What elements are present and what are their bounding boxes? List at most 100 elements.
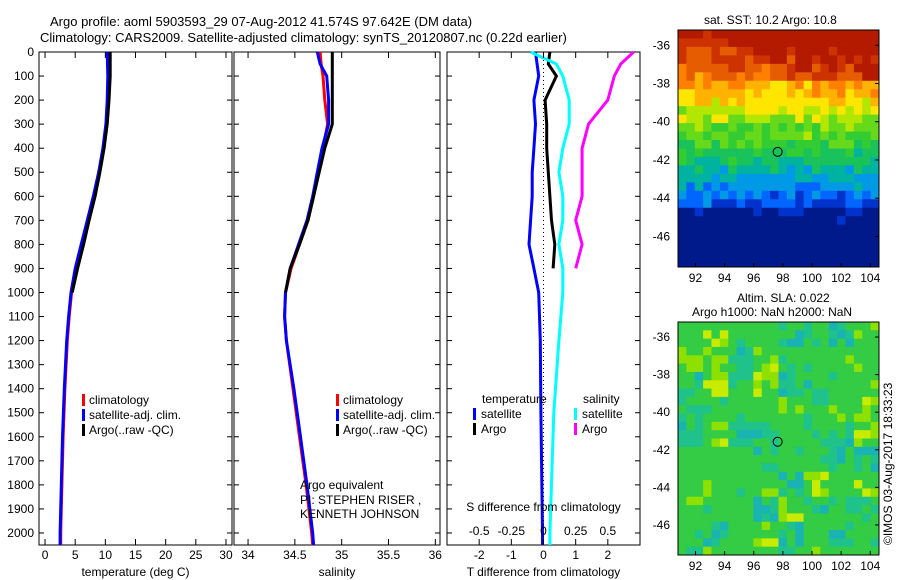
map-cell: [828, 455, 838, 464]
map-cell: [711, 80, 721, 90]
map-cell: [795, 480, 805, 489]
map-cell: [694, 355, 704, 365]
map-cell: [828, 371, 838, 381]
map-cell: [845, 463, 855, 473]
map-cell: [694, 258, 704, 268]
map-cell: [686, 355, 696, 365]
map-cell: [703, 430, 712, 439]
salinity-series-1: [283, 51, 331, 546]
map-cell: [761, 530, 771, 539]
map-cell: [820, 148, 830, 158]
map-cell: [820, 455, 830, 464]
map-cell: [820, 72, 830, 82]
map-cell: [686, 30, 696, 39]
map-cell: [770, 405, 779, 415]
map-cell: [812, 513, 821, 523]
map-cell: [728, 446, 738, 456]
map-cell: [728, 480, 738, 489]
map-cell: [678, 471, 687, 481]
map-cell: [736, 190, 746, 200]
map-cell: [870, 505, 880, 514]
map-cell: [753, 513, 763, 523]
map-cell: [736, 123, 746, 133]
sst_map-x-tick-label: 98: [776, 271, 790, 285]
map-cell: [761, 438, 771, 448]
map-cell: [719, 538, 729, 548]
map-cell: [795, 241, 805, 251]
map-cell: [703, 63, 712, 73]
map-cell: [778, 338, 788, 348]
map-cell: [786, 55, 796, 65]
map-cell: [778, 346, 788, 356]
map-cell: [686, 182, 696, 192]
map-cell: [703, 207, 712, 217]
map-cell: [845, 330, 855, 340]
map-cell: [728, 190, 738, 200]
map-cell: [678, 156, 687, 166]
map-cell: [812, 165, 821, 175]
map-cell: [719, 106, 729, 116]
map-cell: [803, 106, 813, 116]
map-cell: [778, 488, 788, 498]
argo-location-marker: [772, 436, 783, 447]
map-cell: [694, 480, 704, 489]
depth-tick-label: 1500: [7, 406, 34, 420]
map-cell: [778, 55, 788, 65]
map-cell: [786, 165, 796, 175]
map-cell: [812, 322, 821, 331]
map-cell: [686, 63, 696, 73]
sla_map-y-tick-label: -46: [653, 518, 671, 532]
map-cell: [837, 182, 846, 192]
map-cell: [694, 241, 704, 251]
map-cell: [711, 106, 721, 116]
map-cell: [778, 173, 788, 183]
map-cell: [761, 46, 771, 56]
map-cell: [711, 430, 721, 439]
map-cell: [812, 388, 821, 398]
map-cell: [778, 140, 788, 149]
map-cell: [837, 46, 846, 56]
map-cell: [803, 63, 813, 73]
map-cell: [753, 148, 763, 158]
map-cell: [778, 250, 788, 260]
map-cell: [703, 165, 712, 175]
map-cell: [853, 530, 863, 539]
map-cell: [753, 140, 763, 149]
map-cell: [770, 480, 779, 489]
map-cell: [845, 421, 855, 431]
map-cell: [686, 430, 696, 439]
map-cell: [694, 80, 704, 90]
map-cell: [778, 380, 788, 390]
map-cell: [803, 438, 813, 448]
map-cell: [862, 363, 872, 373]
map-cell: [703, 258, 712, 268]
map-cell: [711, 546, 721, 556]
map-cell: [719, 338, 729, 348]
legend-swatch: [82, 394, 85, 406]
map-cell: [812, 224, 821, 234]
map-cell: [795, 30, 805, 39]
map-cell: [803, 471, 813, 481]
map-cell: [703, 156, 712, 166]
map-cell: [795, 371, 805, 381]
map-cell: [795, 413, 805, 423]
map-cell: [845, 106, 855, 116]
map-cell: [828, 330, 838, 340]
salinity-x-tick-label: 34.5: [283, 548, 307, 562]
difference-x-label: T difference from climatology: [467, 565, 621, 579]
map-cell: [711, 388, 721, 398]
map-cell: [736, 140, 746, 149]
map-cell: [786, 156, 796, 166]
map-cell: [761, 30, 771, 39]
map-cell: [770, 241, 779, 251]
map-cell: [728, 471, 738, 481]
depth-tick-label: 1200: [7, 334, 34, 348]
map-cell: [795, 380, 805, 390]
map-cell: [745, 388, 754, 398]
map-cell: [736, 30, 746, 39]
depth-tick-label: 300: [14, 117, 34, 131]
map-cell: [778, 496, 788, 506]
map-cell: [845, 89, 855, 99]
map-cell: [761, 72, 771, 82]
map-cell: [745, 258, 754, 268]
